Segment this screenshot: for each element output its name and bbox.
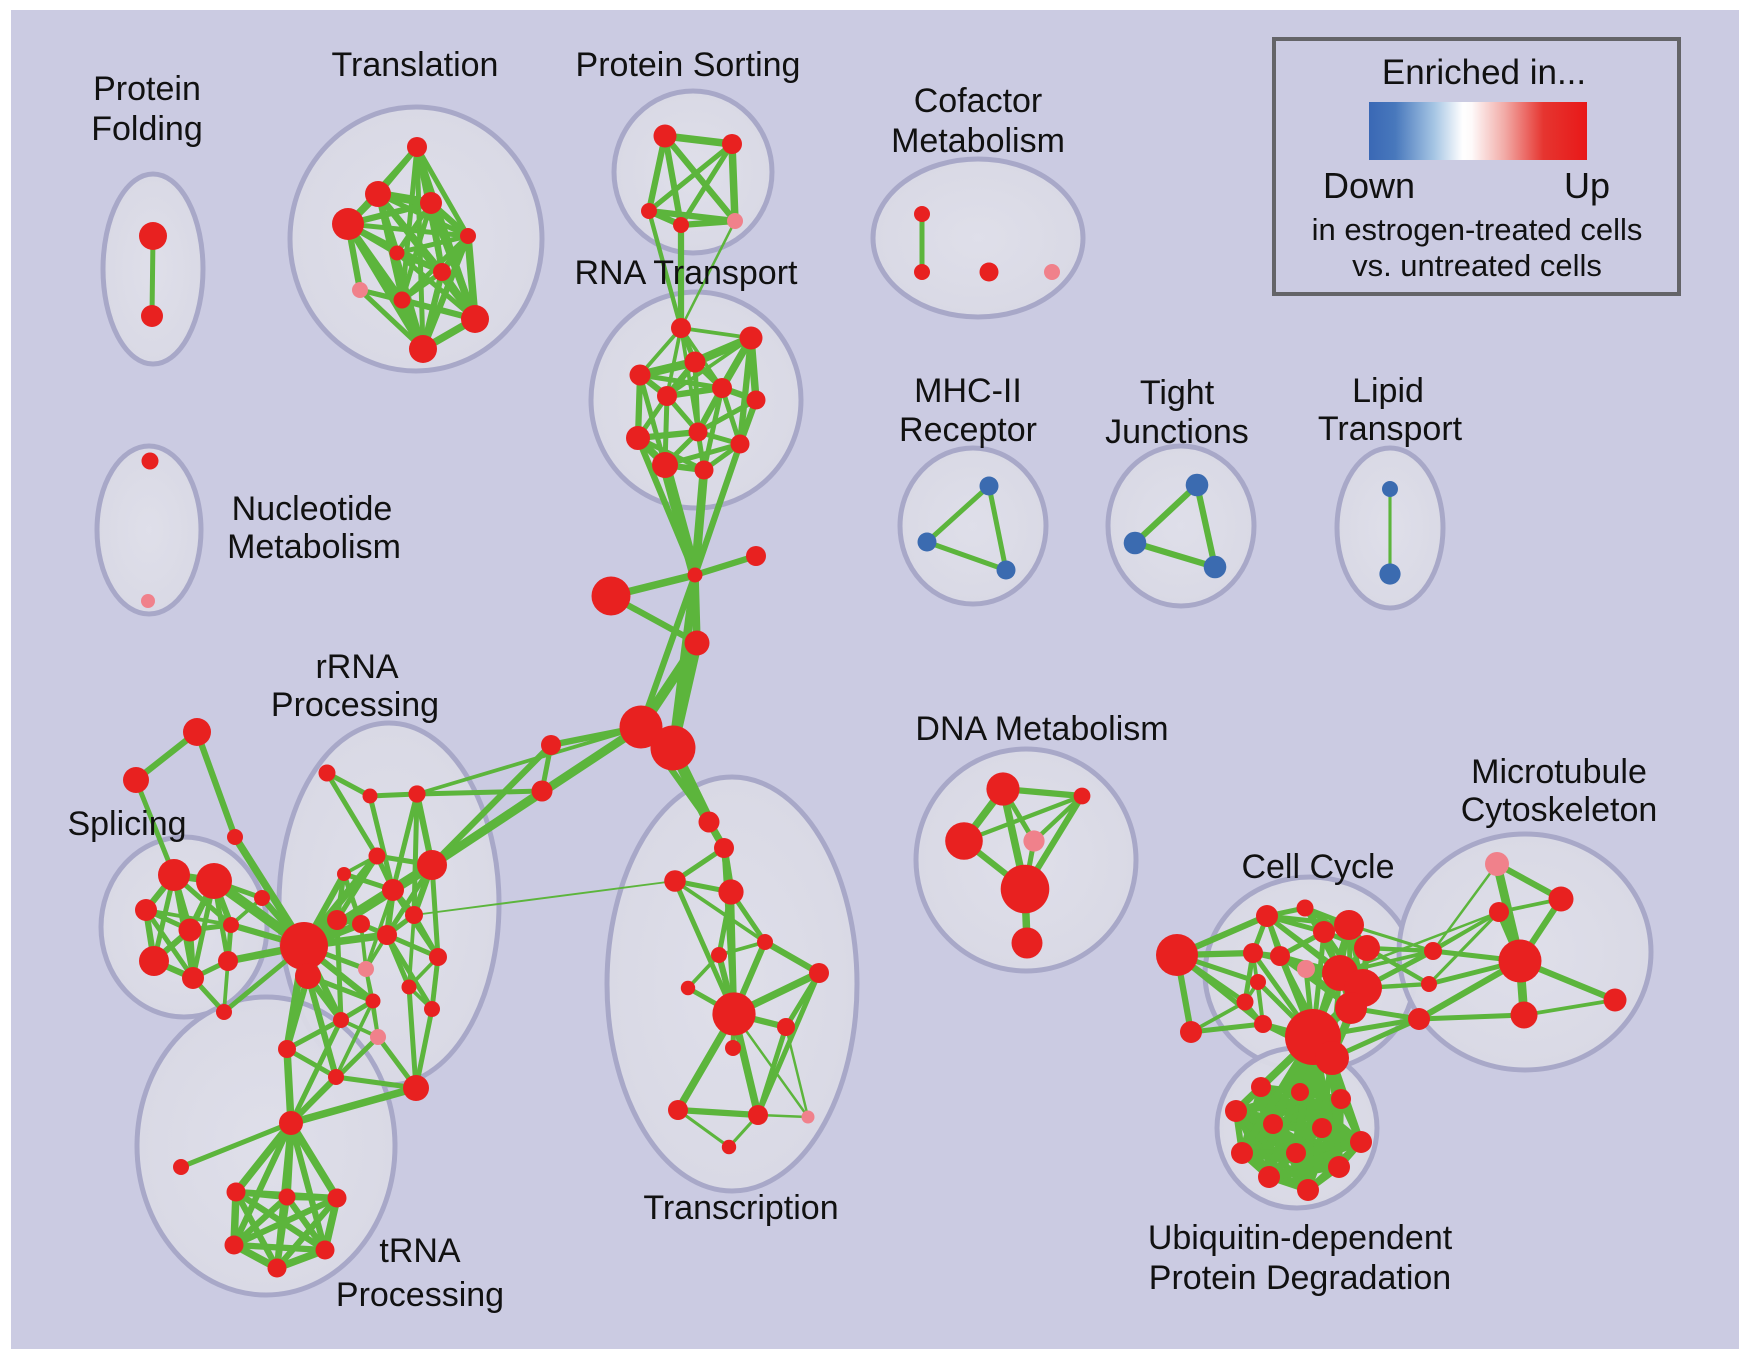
svg-text:Processing: Processing <box>336 1276 504 1314</box>
svg-text:Enriched in...: Enriched in... <box>1382 53 1586 92</box>
svg-text:Transport: Transport <box>1318 410 1463 448</box>
svg-text:tRNA: tRNA <box>379 1232 461 1270</box>
svg-text:MHC-II: MHC-II <box>914 372 1022 410</box>
svg-text:Nucleotide: Nucleotide <box>232 490 393 528</box>
svg-text:Protein Degradation: Protein Degradation <box>1149 1259 1451 1297</box>
svg-text:Down: Down <box>1323 165 1415 206</box>
svg-text:Junctions: Junctions <box>1105 413 1249 451</box>
svg-text:DNA Metabolism: DNA Metabolism <box>915 710 1168 748</box>
svg-text:vs. untreated cells: vs. untreated cells <box>1352 248 1602 283</box>
svg-text:Splicing: Splicing <box>67 805 186 843</box>
svg-text:rRNA: rRNA <box>315 648 398 686</box>
svg-text:Cytoskeleton: Cytoskeleton <box>1461 791 1658 829</box>
svg-text:Tight: Tight <box>1140 374 1215 412</box>
svg-text:Protein Sorting: Protein Sorting <box>576 46 801 84</box>
svg-text:Up: Up <box>1564 165 1610 206</box>
svg-text:Translation: Translation <box>332 46 499 84</box>
svg-text:in estrogen-treated cells: in estrogen-treated cells <box>1312 212 1643 247</box>
svg-text:Protein: Protein <box>93 70 201 108</box>
svg-text:Metabolism: Metabolism <box>891 122 1065 160</box>
svg-text:Receptor: Receptor <box>899 411 1037 449</box>
svg-text:Microtubule: Microtubule <box>1471 753 1647 791</box>
svg-text:Transcription: Transcription <box>643 1189 838 1227</box>
svg-text:Cell Cycle: Cell Cycle <box>1241 848 1394 886</box>
svg-text:Lipid: Lipid <box>1352 372 1424 410</box>
svg-text:Folding: Folding <box>91 110 203 148</box>
svg-text:Cofactor: Cofactor <box>914 82 1043 120</box>
svg-text:Metabolism: Metabolism <box>227 528 401 566</box>
svg-text:RNA Transport: RNA Transport <box>575 254 799 292</box>
svg-text:Ubiquitin-dependent: Ubiquitin-dependent <box>1148 1219 1453 1257</box>
svg-text:Processing: Processing <box>271 686 439 724</box>
